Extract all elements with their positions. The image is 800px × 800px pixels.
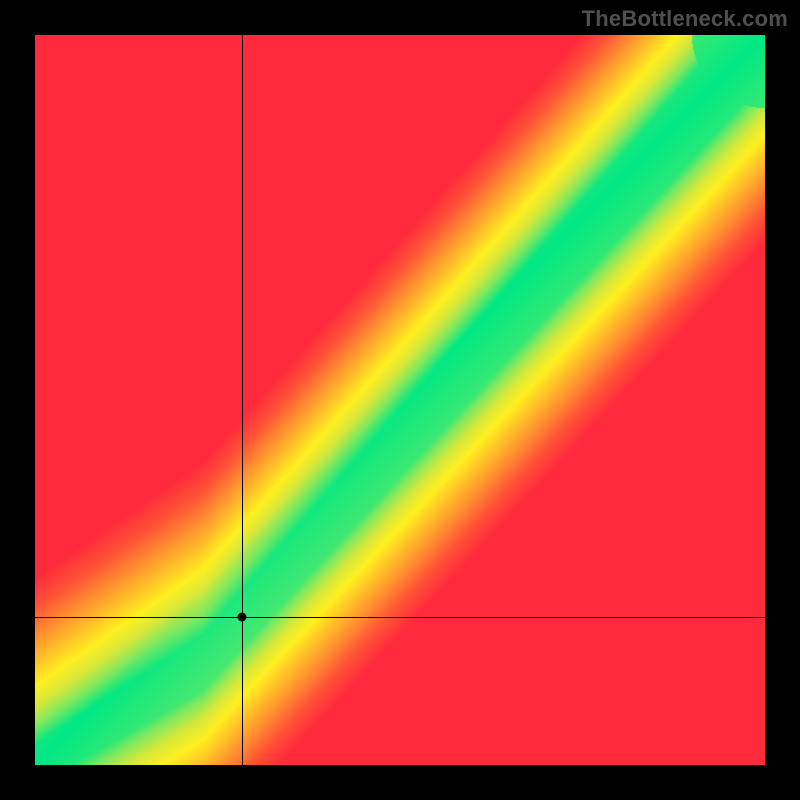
- bottleneck-heatmap: [35, 35, 765, 765]
- crosshair-marker: [237, 612, 246, 621]
- heatmap-canvas: [35, 35, 765, 765]
- crosshair-horizontal: [35, 617, 765, 618]
- crosshair-vertical: [242, 35, 243, 765]
- watermark-text: TheBottleneck.com: [582, 6, 788, 32]
